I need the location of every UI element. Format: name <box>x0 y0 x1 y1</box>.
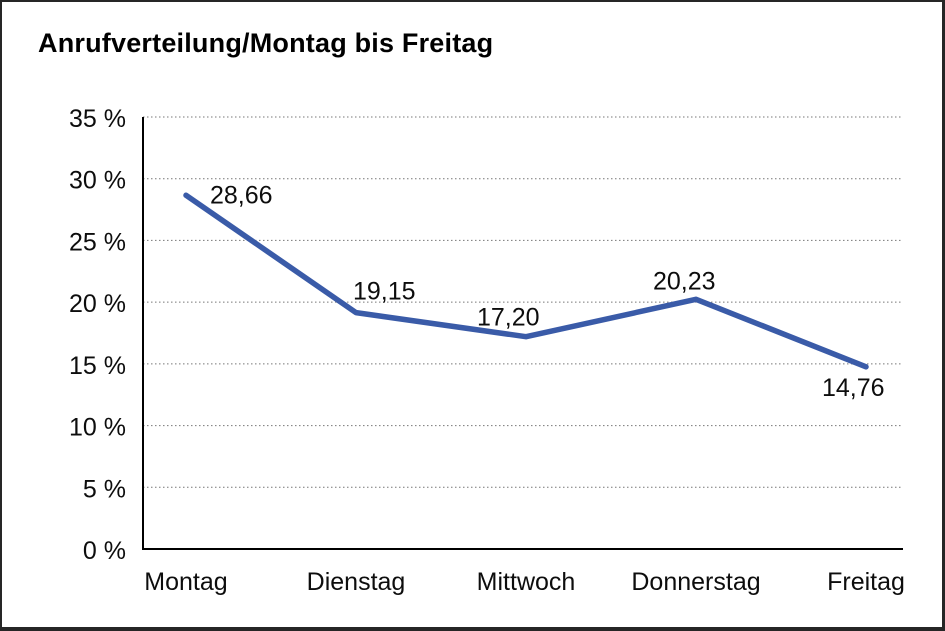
x-tick-label: Montag <box>144 568 227 596</box>
y-tick-label: 25 % <box>69 228 126 256</box>
point-label: 28,66 <box>210 181 273 209</box>
y-tick-label: 5 % <box>83 475 126 503</box>
point-label: 14,76 <box>822 374 885 402</box>
y-tick-label: 35 % <box>69 105 126 133</box>
y-tick-label: 0 % <box>83 537 126 565</box>
y-tick-label: 20 % <box>69 290 126 318</box>
x-tick-label: Donnerstag <box>631 568 760 596</box>
point-label: 17,20 <box>477 304 540 332</box>
y-tick-label: 10 % <box>69 414 126 442</box>
y-tick-label: 30 % <box>69 167 126 195</box>
x-tick-label: Freitag <box>827 568 905 596</box>
series-line <box>183 192 869 370</box>
x-tick-label: Dienstag <box>307 568 406 596</box>
point-label: 20,23 <box>653 267 716 295</box>
point-label: 19,15 <box>353 278 416 306</box>
x-tick-label: Mittwoch <box>477 568 576 596</box>
y-tick-label: 15 % <box>69 352 126 380</box>
chart-title: Anrufverteilung/Montag bis Freitag <box>38 28 494 58</box>
